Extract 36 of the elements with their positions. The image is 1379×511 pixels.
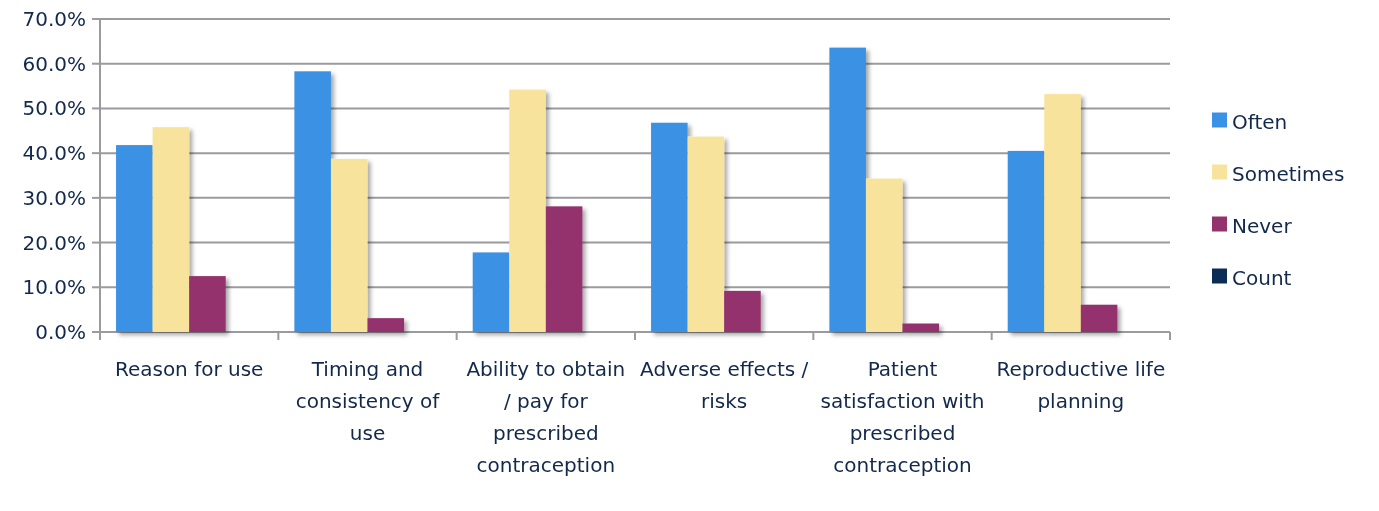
bar xyxy=(294,71,331,332)
bar xyxy=(1080,304,1118,332)
y-tick-label: 0.0% xyxy=(35,320,86,344)
legend-label: Count xyxy=(1232,265,1292,290)
x-tick-label: Patient satisfaction with prescribed contraception xyxy=(820,357,985,477)
bar xyxy=(509,89,546,332)
x-tick-label: Reproductive life planning xyxy=(996,357,1166,413)
bar xyxy=(116,145,153,332)
legend-label: Never xyxy=(1232,213,1293,238)
bar xyxy=(545,206,583,332)
y-tick-label: 20.0% xyxy=(22,230,86,255)
x-tick-label: Reason for use xyxy=(114,357,264,381)
bar xyxy=(829,47,866,332)
y-tick-label: 50.0% xyxy=(22,96,86,121)
y-tick-label: 10.0% xyxy=(22,275,86,300)
y-tick-label: 40.0% xyxy=(22,141,86,166)
bar xyxy=(902,323,940,332)
y-tick-label: 60.0% xyxy=(22,51,86,76)
bar xyxy=(651,122,688,332)
x-tick-label: Ability to obtain / pay for prescribed contraception xyxy=(466,357,626,477)
bar xyxy=(1044,94,1081,332)
bar xyxy=(367,318,405,332)
legend-label: Often xyxy=(1232,109,1288,134)
bar xyxy=(152,127,190,332)
bar xyxy=(724,290,761,332)
y-tick-label: 70.0% xyxy=(22,7,86,31)
bar xyxy=(472,252,510,332)
bar xyxy=(1007,150,1045,332)
bar xyxy=(687,136,725,332)
x-tick-label: Timing and consistency of use xyxy=(295,357,441,445)
bar xyxy=(330,158,368,332)
bar xyxy=(189,276,226,332)
bar xyxy=(865,178,903,332)
y-tick-label: 30.0% xyxy=(22,185,86,210)
x-tick-label: Adverse effects / risks xyxy=(640,357,809,413)
legend-label: Sometimes xyxy=(1232,161,1345,186)
